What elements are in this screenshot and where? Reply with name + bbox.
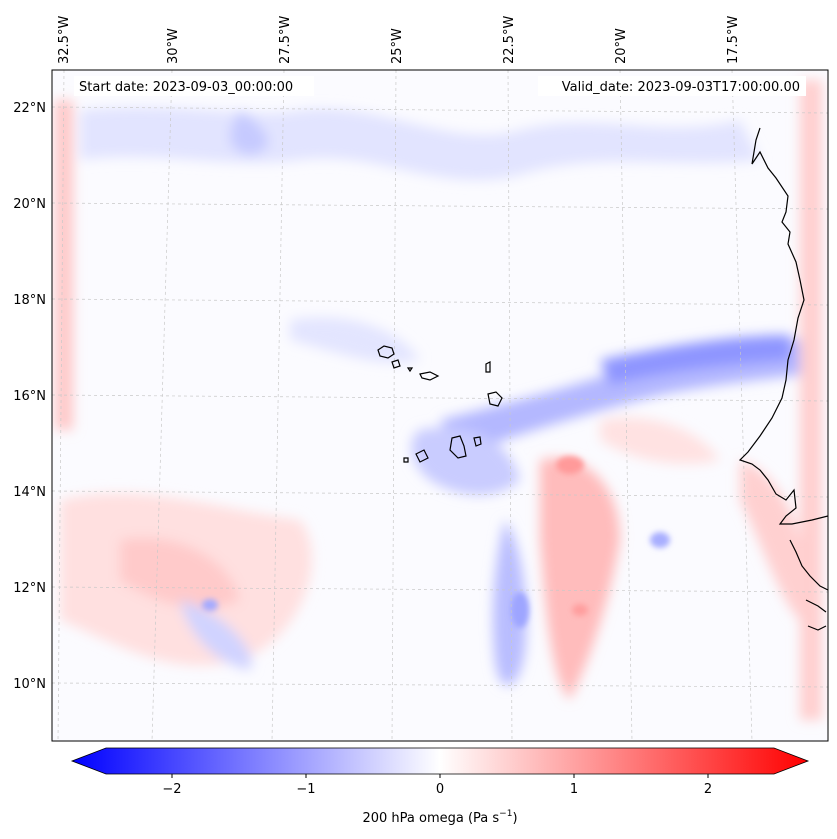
island-boa-vista xyxy=(487,391,503,407)
right-boundary-band xyxy=(800,80,822,720)
lon-label: 25°W xyxy=(390,28,405,64)
valid-date-label: Valid_date: 2023-09-03T17:00:00.00 xyxy=(562,80,800,95)
map-frame xyxy=(51,69,829,742)
colorbar-tick: 2 xyxy=(704,782,712,797)
lon-label: 17.5°W xyxy=(726,16,741,64)
lat-label: 10°N xyxy=(13,677,46,692)
vertical-blue-streak xyxy=(493,520,527,686)
longitude-labels: 32.5°W 30°W 27.5°W 25°W 22.5°W 20°W 17.5… xyxy=(57,16,741,64)
latitude-labels: 22°N 20°N 18°N 16°N 14°N 12°N 10°N xyxy=(13,101,46,692)
omega-field xyxy=(55,80,822,720)
island-santiago xyxy=(449,435,467,459)
start-date-label: Start date: 2023-09-03_00:00:00 xyxy=(79,80,293,95)
lon-label: 32.5°W xyxy=(57,16,72,64)
colorbar-tick: −1 xyxy=(296,782,315,797)
lat-label: 14°N xyxy=(13,485,46,500)
header: Start date: 2023-09-03_00:00:00 Valid_da… xyxy=(74,76,806,96)
lat-label: 20°N xyxy=(13,197,46,212)
colorbar-tick: 0 xyxy=(436,782,444,797)
lon-label: 30°W xyxy=(166,28,181,64)
colorbar-tick: 1 xyxy=(570,782,578,797)
left-boundary-band xyxy=(55,100,73,430)
lat-label: 18°N xyxy=(13,293,46,308)
colorbar-tick: −2 xyxy=(162,782,181,797)
island-santo-antao xyxy=(377,345,395,359)
colorbar-bar xyxy=(70,747,810,775)
map-panel xyxy=(52,70,828,741)
coastline xyxy=(377,127,828,631)
lat-label: 16°N xyxy=(13,389,46,404)
colorbar: −2 −1 0 1 2 200 hPa omega (Pa s−1) xyxy=(70,747,810,826)
graticule xyxy=(52,70,828,741)
lon-label: 27.5°W xyxy=(278,16,293,64)
southeast-red-region xyxy=(540,458,620,700)
lon-label: 20°W xyxy=(614,28,629,64)
lat-label: 22°N xyxy=(13,101,46,116)
colorbar-label: 200 hPa omega (Pa s−1) xyxy=(362,809,517,826)
lon-label: 22.5°W xyxy=(502,16,517,64)
lat-label: 12°N xyxy=(13,581,46,596)
